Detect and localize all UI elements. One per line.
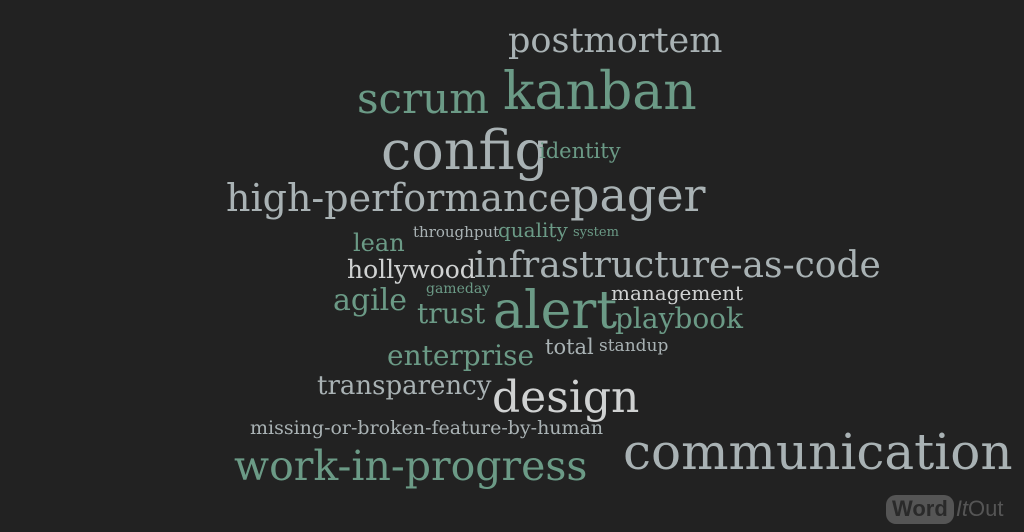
- word-management: management: [611, 281, 744, 305]
- word-system: system: [573, 225, 619, 240]
- word-hollywood: hollywood: [347, 255, 476, 284]
- word-lean: lean: [353, 229, 405, 257]
- word-identity: identity: [539, 139, 621, 163]
- word-design: design: [492, 372, 640, 423]
- word-work-in-progress: work-in-progress: [234, 442, 588, 490]
- word-pager: pager: [570, 168, 706, 222]
- logo-word: Word: [886, 494, 954, 524]
- word-total: total: [545, 335, 594, 359]
- logo-it: It: [955, 496, 969, 521]
- word-gameday: gameday: [426, 281, 491, 297]
- word-playbook: playbook: [615, 302, 743, 335]
- word-config: config: [381, 119, 550, 182]
- word-infrastructure-as-code: infrastructure-as-code: [474, 245, 881, 286]
- word-agile: agile: [333, 283, 408, 318]
- word-missing-or-broken-feature-by-human: missing-or-broken-feature-by-human: [250, 417, 604, 439]
- word-quality: quality: [498, 218, 568, 242]
- word-high-performance: high-performance: [226, 176, 572, 220]
- word-standup: standup: [599, 336, 669, 356]
- logo-out: Out: [968, 496, 1004, 521]
- wordle-logo: Word It Out: [886, 492, 1020, 526]
- word-kanban: kanban: [503, 62, 697, 122]
- word-trust: trust: [417, 297, 486, 330]
- word-throughput: throughput: [413, 223, 500, 241]
- word-communication: communication: [623, 423, 1013, 481]
- word-enterprise: enterprise: [387, 339, 535, 372]
- word-scrum: scrum: [357, 74, 490, 123]
- word-transparency: transparency: [317, 371, 492, 401]
- word-alert: alert: [493, 281, 618, 341]
- word-postmortem: postmortem: [508, 21, 723, 61]
